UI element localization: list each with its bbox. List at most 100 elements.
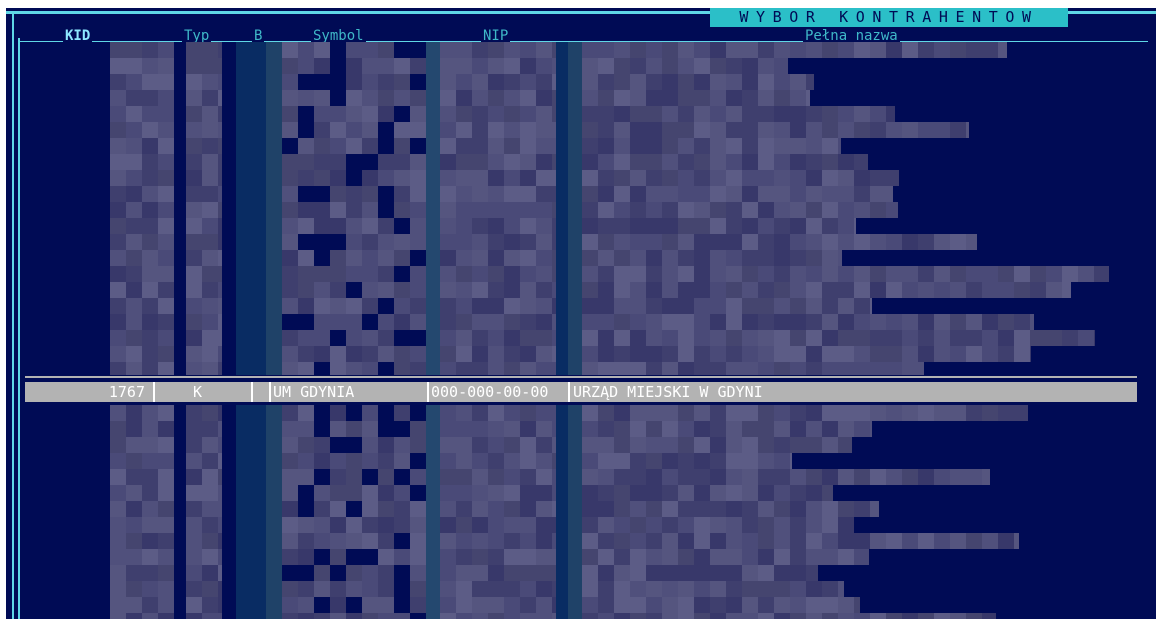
obscured-table-row[interactable] <box>26 202 1156 218</box>
obscured-table-row[interactable] <box>26 485 1156 501</box>
obscured-cell-block <box>126 549 142 565</box>
obscured-table-row[interactable] <box>26 154 1156 170</box>
obscured-table-row[interactable] <box>26 613 1156 619</box>
obscured-cell-block <box>378 517 394 533</box>
obscured-table-row[interactable] <box>26 469 1156 485</box>
obscured-table-row[interactable] <box>26 453 1156 469</box>
obscured-table-row[interactable] <box>26 138 1156 154</box>
obscured-cell-block <box>854 405 870 421</box>
obscured-cell-block <box>790 362 806 375</box>
obscured-table-row[interactable] <box>26 597 1156 613</box>
obscured-cell-block <box>504 74 520 90</box>
obscured-table-row[interactable] <box>26 74 1156 90</box>
obscured-table-row[interactable] <box>26 218 1156 234</box>
obscured-cell-block <box>362 90 378 106</box>
obscured-cell-block <box>886 170 899 186</box>
obscured-cell-block <box>630 346 646 362</box>
obscured-cell-block <box>520 250 536 266</box>
obscured-cell-block <box>488 42 504 58</box>
obscured-table-row[interactable] <box>26 106 1156 122</box>
obscured-cell-block <box>630 533 646 549</box>
obscured-table-row[interactable] <box>26 266 1156 282</box>
obscured-cell-block <box>536 314 552 330</box>
obscured-table-row[interactable] <box>26 90 1156 106</box>
column-header-pelna-nazwa[interactable]: Pełna nazwa <box>803 27 900 45</box>
obscured-table-row[interactable] <box>26 186 1156 202</box>
obscured-cell-block <box>552 74 556 90</box>
obscured-cell-block <box>186 298 202 314</box>
obscured-cell-block <box>126 218 142 234</box>
obscured-cell-block <box>886 266 902 282</box>
obscured-table-row[interactable] <box>26 549 1156 565</box>
obscured-cell-block <box>202 106 218 122</box>
obscured-table-row[interactable] <box>26 58 1156 74</box>
obscured-cell-block <box>410 282 426 298</box>
obscured-cell-block <box>298 453 314 469</box>
obscured-table-row[interactable] <box>26 533 1156 549</box>
obscured-cell-block <box>726 549 742 565</box>
obscured-cell-block <box>552 106 556 122</box>
obscured-cell-block <box>774 186 790 202</box>
obscured-cell-block <box>142 42 158 58</box>
obscured-cell-block <box>950 346 966 362</box>
selected-table-row[interactable]: 1767 K UM GDYNIA 000-000-00-00 URZĄD MIE… <box>25 382 1137 402</box>
obscured-cell-block <box>854 533 870 549</box>
obscured-cell-block <box>726 106 742 122</box>
obscured-cell-block <box>330 597 346 613</box>
obscured-table-row[interactable] <box>26 362 1156 375</box>
obscured-cell-block <box>582 405 598 421</box>
obscured-table-row[interactable] <box>26 250 1156 266</box>
obscured-table-row[interactable] <box>26 298 1156 314</box>
obscured-table-row[interactable] <box>26 330 1156 346</box>
obscured-cell-block <box>598 58 614 74</box>
obscured-cell-block <box>314 437 330 453</box>
obscured-table-row[interactable] <box>26 122 1156 138</box>
obscured-table-row[interactable] <box>26 517 1156 533</box>
obscured-table-row[interactable] <box>26 170 1156 186</box>
obscured-cell-block <box>774 405 790 421</box>
obscured-cell-block <box>950 613 966 619</box>
obscured-cell-block <box>536 362 552 375</box>
obscured-table-row[interactable] <box>26 437 1156 453</box>
obscured-cell-block <box>536 218 552 234</box>
column-header-symbol[interactable]: Symbol <box>311 27 366 45</box>
obscured-table-row[interactable] <box>26 314 1156 330</box>
obscured-table-row[interactable] <box>26 282 1156 298</box>
obscured-cell-block <box>110 314 126 330</box>
obscured-cell-block <box>790 597 806 613</box>
obscured-cell-block <box>870 330 886 346</box>
selected-row-nip: 000-000-00-00 <box>431 383 549 401</box>
obscured-cell-block <box>758 266 774 282</box>
obscured-table-row[interactable] <box>26 501 1156 517</box>
obscured-cell-block <box>520 42 536 58</box>
column-header-nip[interactable]: NIP <box>481 27 511 45</box>
obscured-cell-block <box>330 469 346 485</box>
column-header-kid[interactable]: KID <box>63 27 93 45</box>
obscured-table-row[interactable] <box>26 346 1156 362</box>
obscured-cell-block <box>472 202 488 218</box>
obscured-cell-block <box>126 202 142 218</box>
obscured-cell-block <box>774 330 790 346</box>
obscured-cell-block <box>630 58 646 74</box>
obscured-cell-block <box>662 501 678 517</box>
obscured-cell-block <box>504 485 520 501</box>
obscured-cell-block <box>822 405 838 421</box>
obscured-cell-block <box>218 581 222 597</box>
column-header-b[interactable]: B <box>252 27 265 45</box>
obscured-table-row[interactable] <box>26 581 1156 597</box>
obscured-table-row[interactable] <box>26 565 1156 581</box>
obscured-cell-block <box>110 58 126 74</box>
obscured-cell-block <box>742 565 758 581</box>
column-separator <box>568 382 570 402</box>
obscured-cell-block <box>886 186 893 202</box>
obscured-table-row[interactable] <box>26 405 1156 421</box>
obscured-cell-block <box>870 266 886 282</box>
obscured-table-row[interactable] <box>26 421 1156 437</box>
obscured-cell-block <box>410 234 426 250</box>
obscured-table-row[interactable] <box>26 42 1156 58</box>
obscured-table-row[interactable] <box>26 234 1156 250</box>
obscured-cell-block <box>662 266 678 282</box>
obscured-cell-block <box>552 218 556 234</box>
obscured-cell-block <box>614 485 630 501</box>
column-header-typ[interactable]: Typ <box>182 27 212 45</box>
